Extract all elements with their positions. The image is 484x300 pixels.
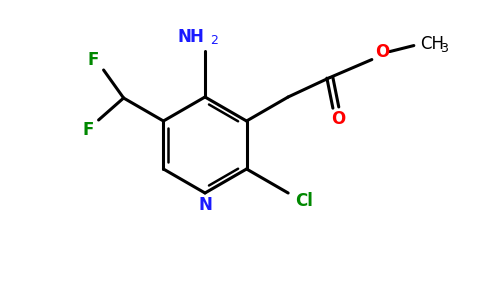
Text: F: F [88, 51, 99, 69]
Text: CH: CH [420, 34, 444, 52]
Text: O: O [331, 110, 345, 128]
Text: H: H [189, 28, 203, 46]
Text: O: O [375, 43, 389, 61]
Text: Cl: Cl [295, 192, 313, 210]
Text: 3: 3 [440, 42, 448, 55]
Text: 2: 2 [210, 34, 218, 47]
Text: N: N [198, 196, 212, 214]
Text: F: F [83, 121, 94, 139]
Text: N: N [177, 28, 191, 46]
